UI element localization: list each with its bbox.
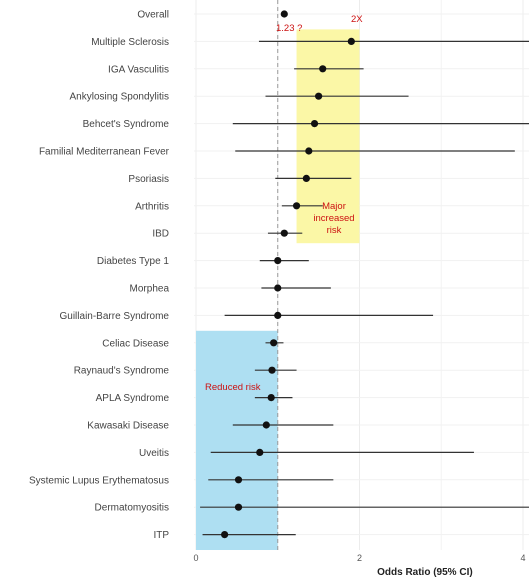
row-label: Kawasaki Disease	[87, 421, 169, 432]
row: APLA Syndrome	[96, 393, 293, 404]
row: Arthritis	[135, 201, 323, 212]
row-label: IGA Vasculitis	[108, 64, 169, 75]
x-tick-label: 2	[357, 553, 362, 563]
row: Overall	[137, 10, 288, 21]
row-label: Guillain-Barre Syndrome	[60, 311, 170, 322]
point-estimate	[221, 531, 229, 539]
annotation-or-label: 1.23 ?	[276, 23, 302, 34]
point-estimate	[262, 421, 270, 429]
row: Guillain-Barre Syndrome	[60, 311, 434, 322]
region-increased-risk	[296, 29, 360, 244]
x-tick-label: 0	[193, 553, 198, 563]
row-label: Uveitis	[139, 448, 169, 459]
point-estimate	[347, 37, 355, 46]
row-label: Ankylosing Spondylitis	[70, 92, 170, 103]
row-label: Morphea	[130, 284, 170, 295]
annotation-reduced-risk: Reduced risk	[205, 382, 261, 393]
row-label: Arthritis	[135, 201, 169, 212]
row-label: Celiac Disease	[102, 338, 169, 349]
row: Kawasaki Disease	[87, 421, 334, 432]
row: Behcet's Syndrome	[83, 119, 529, 130]
row: Celiac Disease	[102, 338, 284, 349]
row: IGA Vasculitis	[108, 64, 364, 75]
x-axis-title: Odds Ratio (95% CI)	[377, 567, 473, 577]
row: Ankylosing Spondylitis	[70, 92, 409, 103]
row-label: ITP	[153, 530, 169, 541]
rows-layer: Overall Multiple Sclerosis IGA Vasculitis A…	[29, 10, 529, 541]
row: Multiple Sclerosis	[91, 37, 529, 48]
row: ITP	[153, 530, 296, 541]
annotation-major-line-1: Major	[322, 201, 346, 212]
point-estimate	[268, 366, 276, 374]
point-estimate	[270, 339, 278, 347]
point-estimate	[274, 257, 282, 265]
row-label: Systemic Lupus Erythematosus	[29, 475, 169, 486]
point-estimate	[319, 65, 327, 73]
point-estimate	[267, 394, 275, 402]
region-reduced-risk	[196, 330, 278, 550]
point-estimate	[302, 174, 310, 182]
row-label: Psoriasis	[128, 174, 169, 185]
x-tick-label: 4	[520, 553, 525, 563]
row-label: IBD	[152, 229, 169, 240]
annotation-two-x: 2X	[351, 14, 363, 25]
annotation-layer: 1.23 ? 2X Major increased risk Reduced r…	[205, 14, 363, 393]
row-label: Multiple Sclerosis	[91, 37, 169, 48]
point-estimate	[234, 503, 243, 511]
point-estimate	[305, 147, 313, 155]
annotation-major-line-2: increased	[313, 213, 354, 224]
row: Raynaud's Syndrome	[74, 366, 297, 377]
point-estimate	[310, 120, 319, 128]
row: Diabetes Type 1	[97, 256, 309, 267]
row: Dermatomyositis	[95, 503, 529, 514]
row-label: Diabetes Type 1	[97, 256, 170, 267]
row-label: Dermatomyositis	[95, 503, 169, 514]
row: IBD	[152, 229, 303, 240]
point-estimate	[274, 284, 282, 292]
row: Psoriasis	[128, 174, 352, 185]
point-estimate	[256, 448, 264, 456]
row-label: Raynaud's Syndrome	[74, 366, 170, 377]
row: Systemic Lupus Erythematosus	[29, 475, 334, 486]
row: Morphea	[130, 284, 331, 295]
point-estimate	[234, 476, 243, 484]
point-estimate	[280, 10, 288, 18]
axis-layer: 0 2 4 Odds Ratio (95% CI)	[193, 553, 525, 577]
row-label: Familial Mediterranean Fever	[39, 147, 170, 158]
annotation-major-line-3: risk	[327, 225, 342, 236]
row-label: Behcet's Syndrome	[83, 119, 170, 130]
row: Familial Mediterranean Fever	[39, 147, 515, 158]
point-estimate	[292, 202, 301, 210]
point-estimate	[274, 311, 282, 319]
row-label: APLA Syndrome	[96, 393, 170, 404]
row-label: Overall	[137, 10, 169, 21]
point-estimate	[280, 229, 288, 237]
row: Uveitis	[139, 448, 474, 459]
region-layer	[196, 29, 360, 550]
point-estimate	[315, 92, 323, 100]
